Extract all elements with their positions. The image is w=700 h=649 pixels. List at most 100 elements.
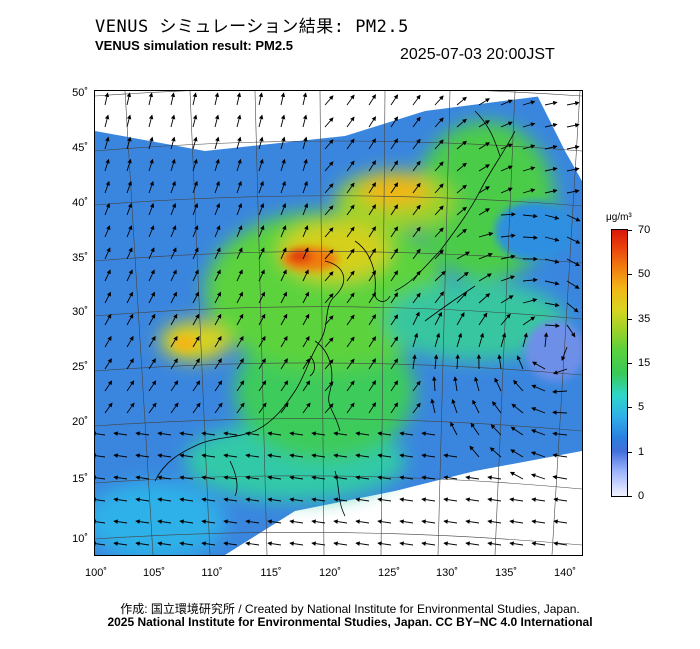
wind-arrow	[104, 114, 110, 128]
wind-arrow	[223, 519, 238, 524]
wind-arrow	[421, 541, 436, 546]
wind-arrow	[421, 497, 436, 502]
wind-arrow	[455, 354, 460, 370]
wind-arrow	[280, 225, 287, 238]
wind-arrow	[267, 497, 282, 502]
wind-arrow	[95, 475, 106, 480]
wind-arrow	[390, 160, 399, 172]
lon-label: 105˚	[142, 567, 166, 579]
wind-arrow	[223, 475, 238, 480]
wind-arrow	[126, 158, 132, 172]
wind-arrow	[324, 381, 334, 392]
wind-arrow	[346, 116, 355, 128]
wind-arrow	[170, 136, 176, 150]
wind-arrow	[104, 291, 111, 304]
wind-arrow	[522, 332, 528, 348]
wind-arrow	[214, 92, 220, 106]
wind-arrow	[443, 453, 458, 458]
wind-arrow	[302, 313, 310, 326]
wind-arrow	[412, 270, 421, 282]
wind-arrow	[566, 167, 580, 172]
wind-arrow	[201, 453, 216, 458]
wind-arrow	[311, 475, 326, 480]
wind-arrow	[179, 453, 194, 458]
wind-arrow	[553, 541, 568, 546]
lon-label: 135˚	[494, 567, 518, 579]
wind-arrow	[346, 226, 355, 238]
wind-arrow	[179, 431, 194, 436]
wind-arrow	[333, 541, 348, 546]
wind-arrow	[478, 142, 490, 150]
wind-arrow	[346, 358, 355, 370]
wind-arrow	[201, 475, 216, 480]
wind-arrow	[135, 453, 150, 458]
wind-arrow	[267, 541, 282, 546]
wind-arrow	[148, 136, 154, 150]
wind-arrow	[170, 335, 178, 348]
wind-arrow	[553, 519, 568, 524]
wind-arrow	[170, 358, 178, 370]
wind-arrow	[214, 313, 222, 326]
wind-arrow	[487, 497, 502, 502]
wind-arrow	[456, 206, 467, 216]
wind-arrow	[302, 247, 309, 260]
wind-arrow	[346, 94, 355, 106]
wind-arrow	[245, 431, 260, 436]
wind-arrow	[192, 247, 199, 260]
wind-arrow	[179, 475, 194, 480]
wind-arrow	[434, 332, 441, 348]
wind-arrow	[566, 101, 580, 106]
wind-arrow	[113, 431, 128, 436]
wind-arrow	[214, 291, 221, 304]
wind-arrow	[148, 180, 154, 194]
wind-arrow	[399, 541, 414, 546]
wind-arrow	[258, 358, 266, 370]
wind-arrow	[170, 269, 177, 282]
wind-arrow	[434, 139, 444, 150]
wind-arrow	[126, 136, 132, 150]
wind-arrow	[451, 398, 458, 414]
wind-arrow	[390, 336, 399, 348]
wind-arrow	[280, 313, 288, 326]
wind-arrow	[104, 180, 110, 194]
wind-arrow	[245, 453, 260, 458]
wind-arrow	[566, 280, 580, 289]
wind-arrow	[399, 497, 414, 502]
lat-label: 25˚	[72, 361, 88, 373]
wind-arrow	[201, 519, 216, 524]
wind-arrow	[368, 380, 376, 392]
wind-arrow	[472, 399, 480, 414]
wind-arrow	[390, 116, 399, 128]
wind-arrow	[148, 269, 155, 282]
wind-arrow	[280, 136, 286, 150]
wind-arrow	[223, 431, 238, 436]
wind-arrow	[267, 475, 282, 480]
lon-label: 130˚	[435, 567, 459, 579]
wind-arrow	[346, 182, 355, 194]
wind-arrow	[478, 252, 493, 260]
wind-arrow	[104, 92, 110, 106]
wind-arrow	[324, 117, 334, 128]
wind-arrow	[346, 248, 355, 260]
wind-arrow	[170, 313, 178, 326]
wind-arrow	[368, 292, 376, 304]
wind-arrow	[192, 313, 200, 326]
wind-arrow	[192, 402, 201, 414]
wind-arrow	[135, 475, 150, 480]
wind-arrow	[377, 541, 392, 546]
wind-arrow	[148, 291, 155, 304]
wind-arrow	[544, 166, 558, 172]
wind-arrow	[214, 158, 220, 172]
wind-arrow	[487, 475, 502, 480]
wind-arrow	[324, 359, 334, 370]
wind-arrow	[368, 358, 376, 370]
wind-arrow	[390, 226, 399, 238]
wind-arrow	[566, 258, 581, 267]
wind-arrow	[566, 236, 581, 244]
wind-arrow	[434, 270, 446, 282]
wind-arrow	[236, 358, 244, 370]
wind-arrow	[258, 136, 264, 150]
wind-arrow	[236, 247, 243, 260]
wind-arrow	[324, 249, 334, 260]
wind-arrow	[531, 519, 546, 524]
